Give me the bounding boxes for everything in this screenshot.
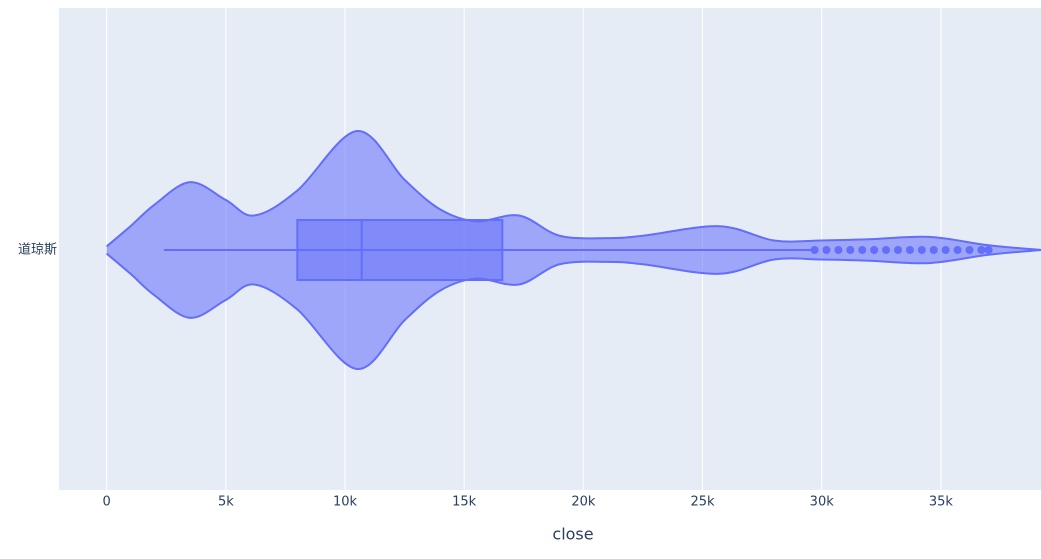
outlier-point	[941, 246, 950, 254]
x-tick-label: 25k	[691, 495, 716, 510]
outlier-point	[834, 246, 843, 254]
outlier-point	[810, 246, 819, 254]
x-tick-label: 20k	[571, 495, 596, 510]
outlier-point	[870, 246, 879, 254]
x-tick-label: 35k	[929, 495, 954, 510]
outlier-point	[882, 246, 891, 254]
outlier-point	[965, 246, 974, 254]
x-tick-label: 15k	[452, 495, 477, 510]
outlier-point	[905, 246, 914, 254]
outlier-point	[984, 246, 993, 254]
outlier-point	[917, 246, 926, 254]
outlier-point	[953, 246, 962, 254]
outlier-point	[929, 246, 938, 254]
x-tick-label: 30k	[810, 495, 835, 510]
outlier-point	[846, 246, 855, 254]
x-tick-label: 5k	[218, 495, 234, 510]
x-tick-label: 0	[103, 495, 111, 510]
x-tick-label: 10k	[333, 495, 358, 510]
outlier-point	[977, 246, 986, 254]
x-axis-title: close	[552, 525, 593, 544]
outlier-point	[858, 246, 867, 254]
box	[296, 219, 504, 281]
category-label: 道琼斯	[18, 243, 57, 258]
outlier-point	[893, 246, 902, 254]
outlier-point	[822, 246, 831, 254]
